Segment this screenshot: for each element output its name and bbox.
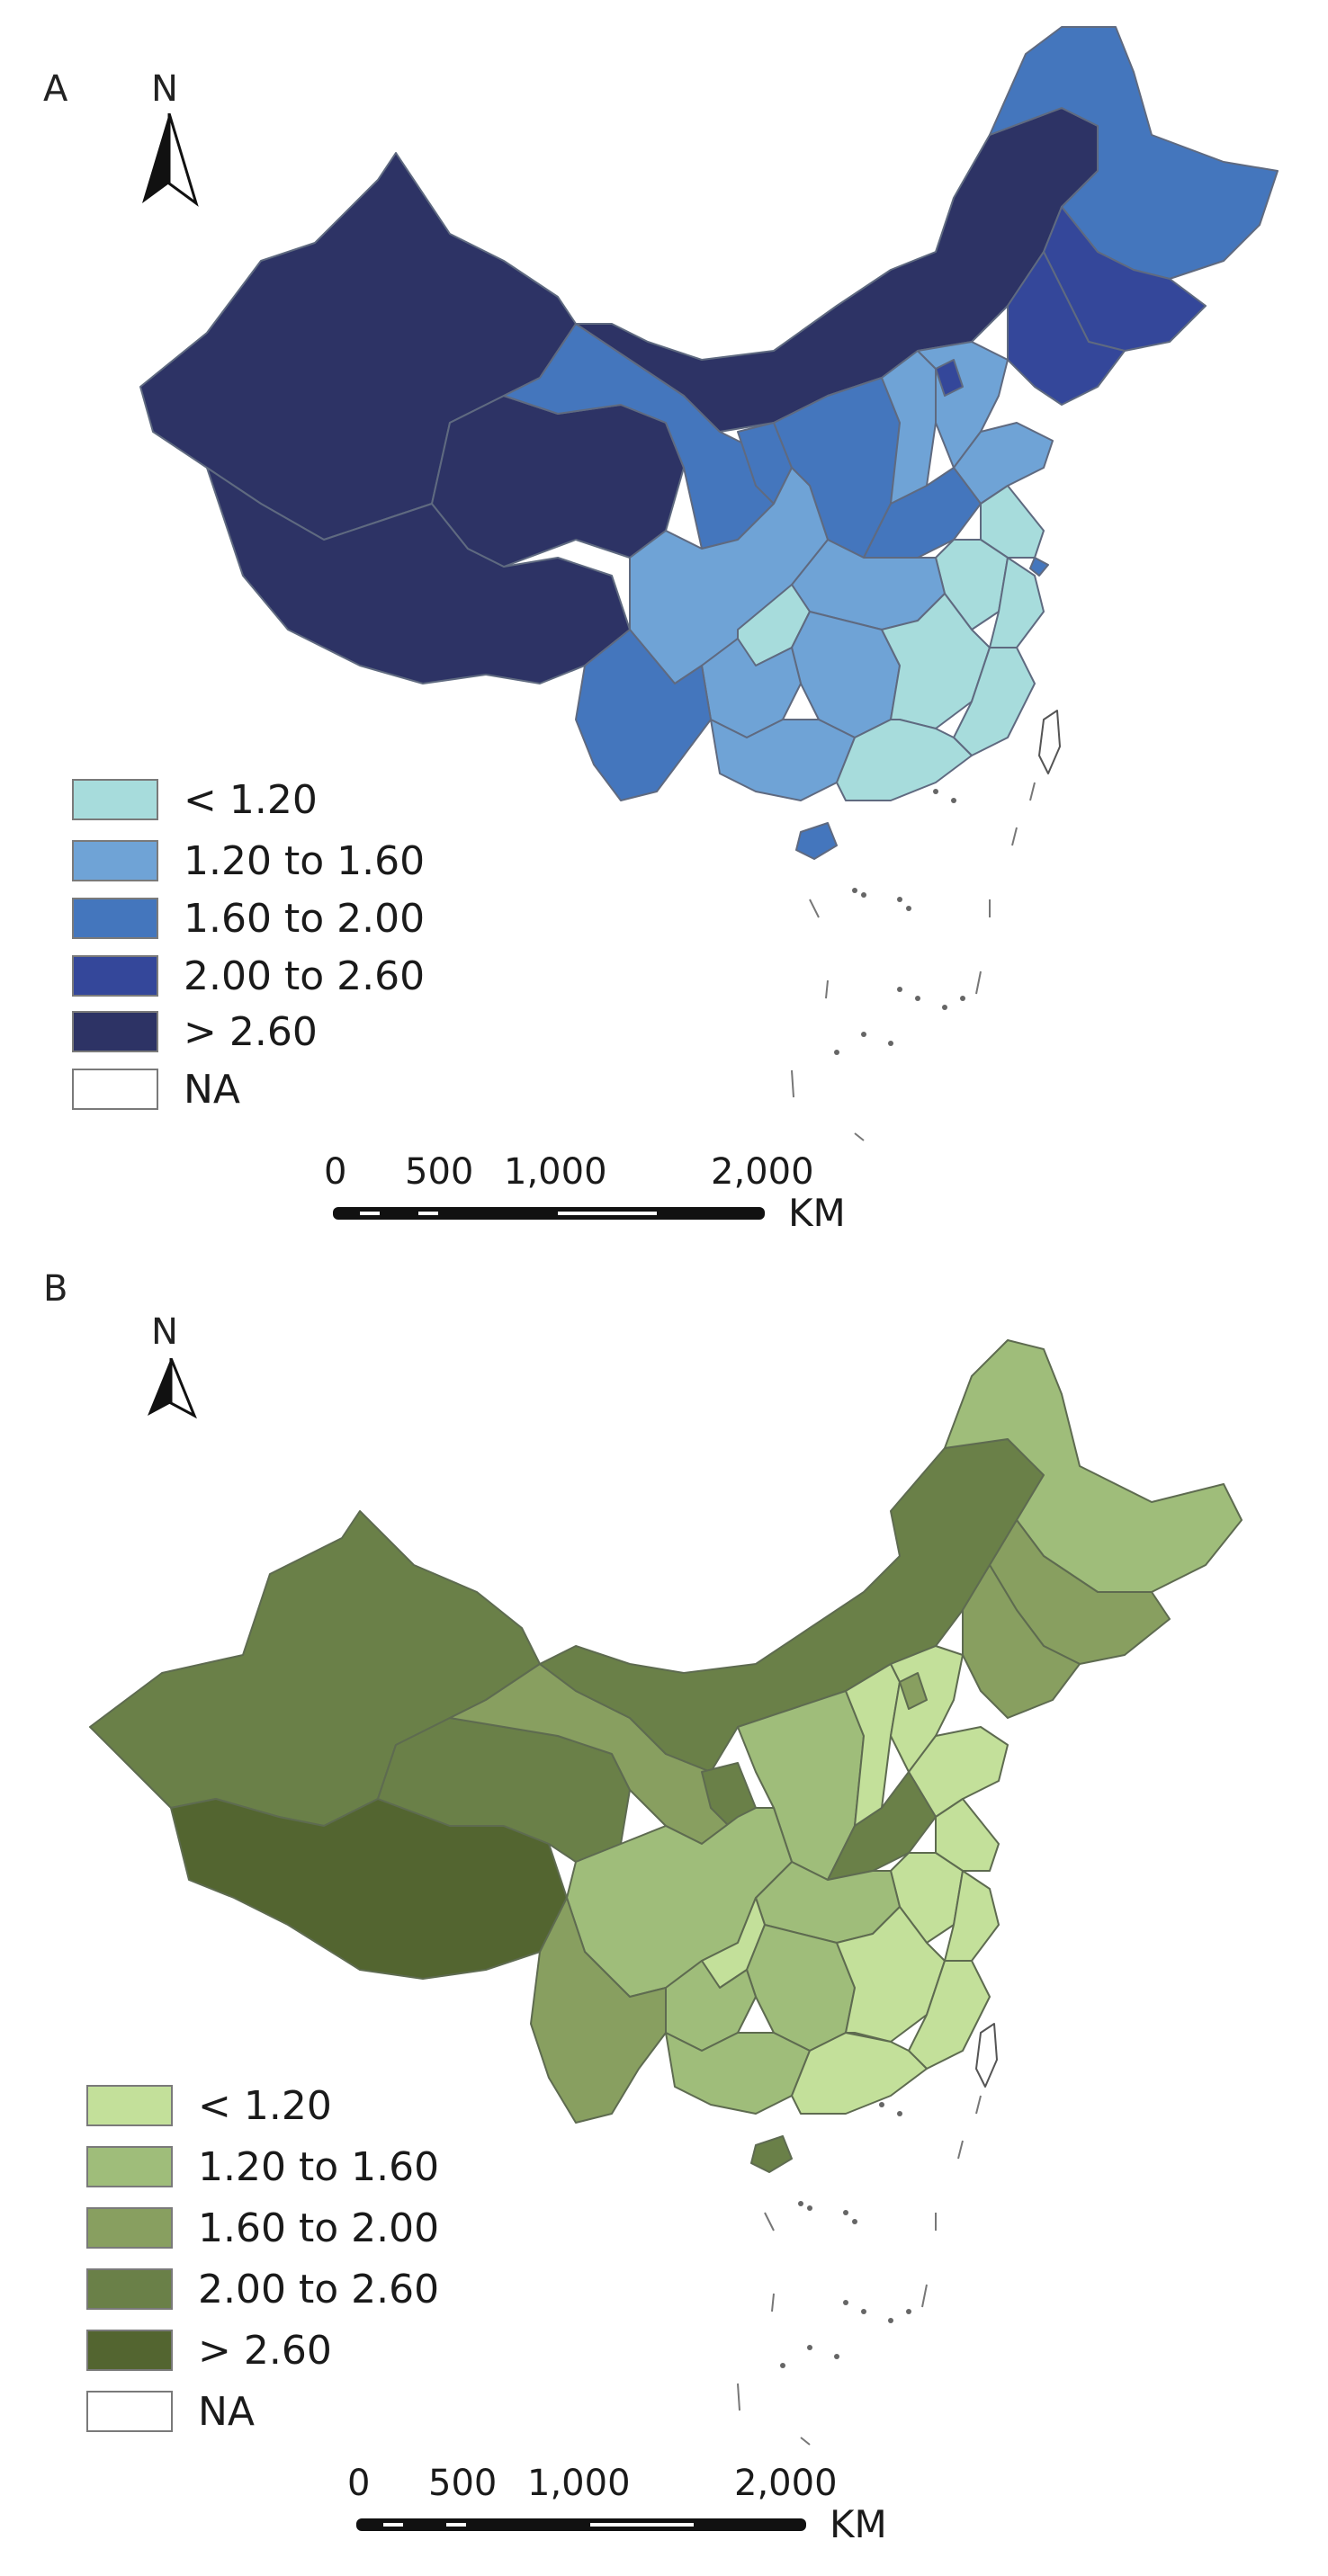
region-liaoning — [962, 1564, 1081, 1719]
scale-tick-label: 1,000 — [504, 1151, 607, 1193]
north-label: N — [151, 68, 178, 110]
region-taiwan — [1038, 710, 1061, 774]
legend-label: 1.60 to 2.00 — [184, 896, 426, 942]
legend: < 1.20 1.20 to 1.60 1.60 to 2.00 2.00 to… — [72, 777, 450, 1130]
region-hainan — [750, 2135, 793, 2173]
map-panel-b: B N — [0, 1268, 1328, 2576]
scale-tick-label: 500 — [428, 2463, 498, 2504]
region-hainan — [795, 822, 838, 860]
choropleth-map — [139, 26, 1279, 1141]
legend-swatch — [72, 898, 158, 939]
region-liaoning — [1007, 251, 1126, 406]
scale-unit: KM — [788, 1191, 846, 1235]
north-arrow-icon — [148, 1358, 197, 1419]
scale-tick-label: 500 — [405, 1151, 474, 1193]
legend-label: < 1.20 — [198, 2083, 332, 2129]
legend-swatch — [72, 1011, 158, 1052]
region-heilongjiang — [944, 1339, 1243, 1593]
legend-label: > 2.60 — [184, 1009, 318, 1055]
region-qinghai — [431, 395, 685, 568]
scale-tick-label: 1,000 — [527, 2463, 631, 2504]
region-guangdong — [836, 719, 973, 801]
region-shanghai — [1029, 557, 1049, 577]
region-yunnan — [575, 629, 712, 801]
north-arrow: N — [142, 1311, 205, 1428]
legend-swatch — [86, 2330, 173, 2371]
scale-bar: 0 500 1,000 2,000 KM — [347, 2463, 923, 2562]
legend-label: 2.00 to 2.60 — [198, 2267, 440, 2312]
choropleth-map — [89, 1339, 1243, 2446]
legend-swatch — [72, 840, 158, 881]
legend-swatch — [72, 955, 158, 997]
south-china-sea-outline — [737, 2095, 982, 2446]
legend-swatch — [86, 2268, 173, 2310]
legend-label: 1.20 to 1.60 — [184, 838, 426, 884]
legend-label: > 2.60 — [198, 2328, 332, 2374]
legend-swatch — [72, 779, 158, 820]
scale-tick-label: 0 — [324, 1151, 347, 1193]
legend-label: NA — [184, 1067, 241, 1113]
legend-label: 1.20 to 1.60 — [198, 2144, 440, 2190]
legend-swatch — [72, 1069, 158, 1110]
region-taiwan — [975, 2023, 998, 2088]
north-arrow: N — [142, 68, 205, 212]
legend-swatch — [86, 2085, 173, 2126]
scale-bar-track — [333, 1207, 765, 1220]
panel-label: B — [43, 1268, 68, 1310]
map-panel-a: A N — [0, 0, 1328, 1268]
legend-label: 2.00 to 2.60 — [184, 953, 426, 999]
region-tibet — [206, 467, 631, 684]
legend-label: NA — [198, 2389, 256, 2435]
legend-swatch — [86, 2391, 173, 2432]
scale-bar-track — [356, 2518, 806, 2531]
legend-label: < 1.20 — [184, 777, 318, 823]
legend-swatch — [86, 2207, 173, 2249]
scale-tick-label: 2,000 — [711, 1151, 814, 1193]
south-china-sea-islands — [780, 2102, 911, 2368]
region-yunnan — [530, 1897, 667, 2124]
legend-label: 1.60 to 2.00 — [198, 2205, 440, 2251]
region-beijing-tianjin — [935, 359, 964, 397]
region-guangxi — [665, 2032, 811, 2115]
region-guangxi — [710, 719, 856, 801]
north-label: N — [151, 1311, 178, 1353]
legend-swatch — [86, 2146, 173, 2187]
legend: < 1.20 1.20 to 1.60 1.60 to 2.00 2.00 to… — [86, 2083, 464, 2436]
region-heilongjiang — [989, 26, 1279, 280]
north-arrow-icon — [142, 113, 199, 207]
region-guangdong — [791, 2032, 928, 2115]
south-china-sea-outline — [791, 782, 1036, 1141]
region-beijing-tianjin — [899, 1672, 928, 1710]
scale-bar: 0 500 1,000 2,000 KM — [324, 1151, 882, 1250]
scale-tick-label: 0 — [347, 2463, 371, 2504]
scale-tick-label: 2,000 — [734, 2463, 838, 2504]
panel-label: A — [43, 68, 68, 110]
south-china-sea-islands — [834, 789, 965, 1055]
scale-unit: KM — [830, 2502, 887, 2546]
